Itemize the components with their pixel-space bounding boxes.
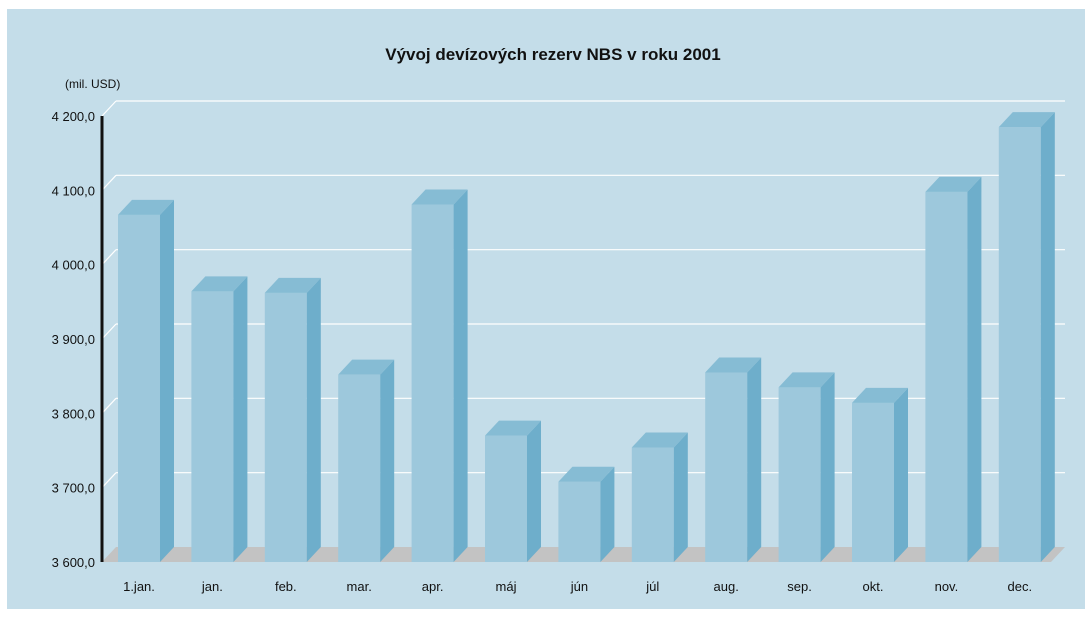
x-tick-label: jan. bbox=[201, 579, 223, 594]
bar-top bbox=[191, 276, 248, 292]
x-tick-label: feb. bbox=[275, 579, 297, 594]
y-tick-label: 3 800,0 bbox=[52, 406, 95, 421]
bar bbox=[118, 199, 174, 562]
bar-side bbox=[1040, 112, 1055, 563]
bar bbox=[852, 387, 908, 562]
bar bbox=[705, 357, 762, 562]
gridline-diag bbox=[101, 174, 117, 191]
y-tick-label: 3 600,0 bbox=[52, 555, 95, 570]
gridline-diag bbox=[101, 249, 117, 266]
bar-front bbox=[778, 387, 821, 562]
y-tick-label: 4 200,0 bbox=[52, 109, 95, 124]
bar-front bbox=[485, 435, 527, 562]
y-tick-labels: 3 600,0 3 700,0 3 800,0 3 900,0 4 000,0 4 100… bbox=[52, 109, 95, 570]
bar bbox=[778, 372, 835, 562]
bar-side bbox=[820, 372, 835, 562]
y-tick-label: 3 700,0 bbox=[52, 481, 95, 496]
bar-front bbox=[998, 127, 1041, 563]
x-tick-label: sep. bbox=[787, 579, 812, 594]
y-tick-label: 4 000,0 bbox=[52, 258, 95, 273]
bars bbox=[118, 112, 1055, 563]
bar-side bbox=[527, 420, 541, 562]
bar-side bbox=[160, 199, 174, 562]
bar-front bbox=[191, 291, 234, 562]
bar bbox=[338, 359, 395, 562]
bar-front bbox=[925, 191, 968, 562]
bar bbox=[485, 420, 541, 562]
bar-side bbox=[747, 357, 762, 562]
bar-top bbox=[998, 112, 1055, 128]
bar-side bbox=[600, 466, 615, 562]
bar bbox=[925, 176, 982, 562]
x-tick-labels: 1.jan. jan. feb. mar. apr. máj jún júl aug. sep. o… bbox=[123, 579, 1032, 594]
bar bbox=[411, 189, 468, 562]
bar-front bbox=[558, 481, 601, 562]
bar-top bbox=[631, 432, 688, 448]
bar-front bbox=[705, 372, 748, 562]
bar bbox=[264, 277, 321, 562]
bar-top bbox=[411, 189, 468, 205]
bar-side bbox=[967, 176, 982, 562]
bar-side bbox=[673, 432, 688, 562]
bar-front bbox=[852, 402, 894, 562]
bar-top bbox=[118, 199, 174, 215]
y-tick-label: 4 100,0 bbox=[52, 183, 95, 198]
x-tick-label: 1.jan. bbox=[123, 579, 155, 594]
x-tick-label: apr. bbox=[422, 579, 444, 594]
gridline-diag bbox=[101, 472, 117, 489]
x-tick-label: okt. bbox=[863, 579, 884, 594]
unit-label: (mil. USD) bbox=[65, 77, 120, 91]
bar-side bbox=[306, 277, 321, 562]
bar-side bbox=[380, 359, 395, 562]
gridline-diag bbox=[101, 397, 117, 414]
bar-top bbox=[264, 277, 321, 293]
x-tick-label: nov. bbox=[935, 579, 959, 594]
bar-top bbox=[852, 387, 908, 403]
bar-chart: Vývoj devízových rezerv NBS v roku 2001 … bbox=[52, 45, 1065, 594]
x-tick-label: aug. bbox=[714, 579, 739, 594]
bar-side bbox=[453, 189, 468, 562]
x-tick-label: jún bbox=[570, 579, 588, 594]
bar-front bbox=[411, 204, 454, 562]
chart-title: Vývoj devízových rezerv NBS v roku 2001 bbox=[385, 45, 720, 64]
bar-top bbox=[705, 357, 762, 373]
bar-top bbox=[925, 176, 982, 192]
y-tick-label: 3 900,0 bbox=[52, 332, 95, 347]
x-tick-label: mar. bbox=[347, 579, 372, 594]
x-tick-label: júl bbox=[645, 579, 659, 594]
bar bbox=[998, 112, 1055, 563]
bar-front bbox=[118, 214, 160, 562]
bar-front bbox=[338, 374, 381, 562]
x-tick-label: máj bbox=[496, 579, 517, 594]
x-tick-label: dec. bbox=[1008, 579, 1033, 594]
bar-top bbox=[338, 359, 395, 375]
bar-top bbox=[778, 372, 835, 388]
bar-side bbox=[894, 387, 908, 562]
chart-panel: Vývoj devízových rezerv NBS v roku 2001 … bbox=[7, 9, 1085, 609]
bar-front bbox=[264, 292, 307, 562]
bar bbox=[631, 432, 688, 562]
bar-top bbox=[485, 420, 541, 436]
bar-front bbox=[631, 447, 674, 562]
bar-side bbox=[233, 276, 248, 562]
gridline-diag bbox=[101, 100, 117, 117]
gridline-diag bbox=[101, 323, 117, 340]
bar-top bbox=[558, 466, 615, 482]
bar bbox=[191, 276, 248, 562]
bar bbox=[558, 466, 615, 562]
